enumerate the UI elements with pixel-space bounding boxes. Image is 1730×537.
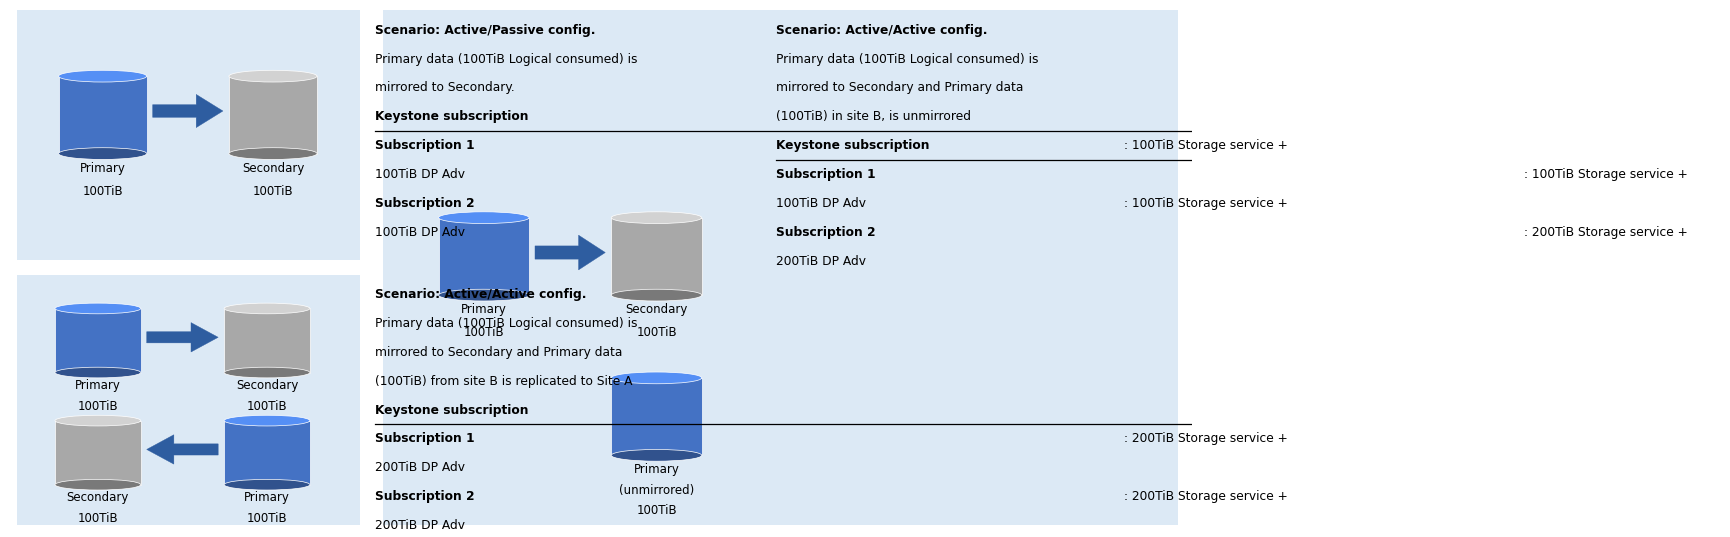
Text: Primary data (100TiB Logical consumed) is: Primary data (100TiB Logical consumed) i… [375, 53, 638, 66]
Ellipse shape [438, 289, 529, 301]
Text: Primary: Primary [74, 379, 121, 392]
Text: Scenario: Active/Active config.: Scenario: Active/Active config. [775, 24, 986, 37]
Text: Primary data (100TiB Logical consumed) is: Primary data (100TiB Logical consumed) i… [375, 317, 638, 330]
Text: Subscription 1: Subscription 1 [375, 139, 474, 152]
Text: : 200TiB Storage service +: : 200TiB Storage service + [1123, 432, 1287, 445]
Text: 100TiB: 100TiB [78, 400, 118, 413]
Text: 100TiB DP Adv: 100TiB DP Adv [375, 168, 465, 181]
Text: : 100TiB Storage service +: : 100TiB Storage service + [1522, 168, 1687, 181]
Ellipse shape [228, 148, 317, 159]
Ellipse shape [55, 415, 140, 426]
Text: (100TiB) from site B is replicated to Site A: (100TiB) from site B is replicated to Si… [375, 375, 633, 388]
Text: mirrored to Secondary and Primary data: mirrored to Secondary and Primary data [375, 346, 623, 359]
Ellipse shape [59, 148, 147, 159]
Text: Secondary: Secondary [67, 491, 130, 504]
Text: Primary data (100TiB Logical consumed) is: Primary data (100TiB Logical consumed) i… [775, 53, 1038, 66]
Polygon shape [223, 420, 310, 485]
Text: Secondary: Secondary [242, 162, 304, 175]
FancyBboxPatch shape [382, 10, 1178, 525]
Text: 200TiB DP Adv: 200TiB DP Adv [775, 255, 865, 267]
Text: 100TiB: 100TiB [637, 326, 676, 339]
Ellipse shape [55, 480, 140, 490]
Ellipse shape [59, 70, 147, 82]
Polygon shape [611, 217, 701, 295]
Text: Subscription 2: Subscription 2 [375, 490, 474, 503]
Text: Primary: Primary [633, 463, 680, 476]
Polygon shape [611, 378, 701, 455]
Ellipse shape [55, 303, 140, 314]
Polygon shape [59, 76, 147, 154]
Text: Subscription 2: Subscription 2 [375, 197, 474, 210]
Text: : 200TiB Storage service +: : 200TiB Storage service + [1123, 490, 1287, 503]
Text: Subscription 1: Subscription 1 [375, 432, 474, 445]
FancyBboxPatch shape [17, 10, 360, 260]
Text: 200TiB DP Adv: 200TiB DP Adv [375, 519, 465, 532]
Text: Keystone subscription: Keystone subscription [775, 139, 929, 152]
Ellipse shape [223, 367, 310, 378]
Ellipse shape [55, 367, 140, 378]
Text: Subscription 1: Subscription 1 [775, 168, 875, 181]
Ellipse shape [438, 212, 529, 223]
Polygon shape [535, 235, 606, 270]
Text: : 100TiB Storage service +: : 100TiB Storage service + [1123, 139, 1287, 152]
Text: Primary: Primary [460, 303, 507, 316]
Text: (100TiB) in site B, is unmirrored: (100TiB) in site B, is unmirrored [775, 110, 971, 124]
Polygon shape [147, 323, 218, 352]
Text: 100TiB: 100TiB [637, 504, 676, 518]
Text: : 100TiB Storage service +: : 100TiB Storage service + [1123, 197, 1287, 210]
Text: Secondary: Secondary [235, 379, 298, 392]
Text: 100TiB: 100TiB [78, 512, 118, 526]
Ellipse shape [223, 415, 310, 426]
Ellipse shape [223, 480, 310, 490]
Text: 100TiB: 100TiB [247, 400, 287, 413]
Polygon shape [438, 217, 529, 295]
Text: Subscription 2: Subscription 2 [775, 226, 875, 238]
Text: : 200TiB Storage service +: : 200TiB Storage service + [1522, 226, 1687, 238]
Text: 100TiB DP Adv: 100TiB DP Adv [775, 197, 865, 210]
Text: 100TiB: 100TiB [253, 185, 292, 198]
Polygon shape [152, 95, 223, 128]
Text: 200TiB DP Adv: 200TiB DP Adv [375, 461, 465, 474]
Text: Primary: Primary [244, 491, 289, 504]
Text: 100TiB: 100TiB [83, 185, 123, 198]
Text: mirrored to Secondary.: mirrored to Secondary. [375, 82, 516, 95]
Text: Keystone subscription: Keystone subscription [375, 403, 529, 417]
Text: mirrored to Secondary and Primary data: mirrored to Secondary and Primary data [775, 82, 1022, 95]
Text: Scenario: Active/Passive config.: Scenario: Active/Passive config. [375, 24, 595, 37]
Text: 100TiB: 100TiB [247, 512, 287, 526]
Polygon shape [147, 435, 218, 464]
Polygon shape [223, 308, 310, 373]
Ellipse shape [223, 303, 310, 314]
Text: Secondary: Secondary [625, 303, 687, 316]
FancyBboxPatch shape [17, 275, 360, 525]
Text: (unmirrored): (unmirrored) [619, 484, 694, 497]
Text: Primary: Primary [80, 162, 126, 175]
Text: 100TiB DP Adv: 100TiB DP Adv [375, 226, 465, 238]
Polygon shape [55, 420, 140, 485]
Polygon shape [228, 76, 317, 154]
Ellipse shape [611, 449, 701, 461]
Text: Scenario: Active/Active config.: Scenario: Active/Active config. [375, 288, 586, 301]
Ellipse shape [228, 70, 317, 82]
Ellipse shape [611, 289, 701, 301]
Ellipse shape [611, 372, 701, 384]
Text: 100TiB: 100TiB [464, 326, 503, 339]
Text: Keystone subscription: Keystone subscription [375, 110, 529, 124]
Polygon shape [55, 308, 140, 373]
Ellipse shape [611, 212, 701, 223]
